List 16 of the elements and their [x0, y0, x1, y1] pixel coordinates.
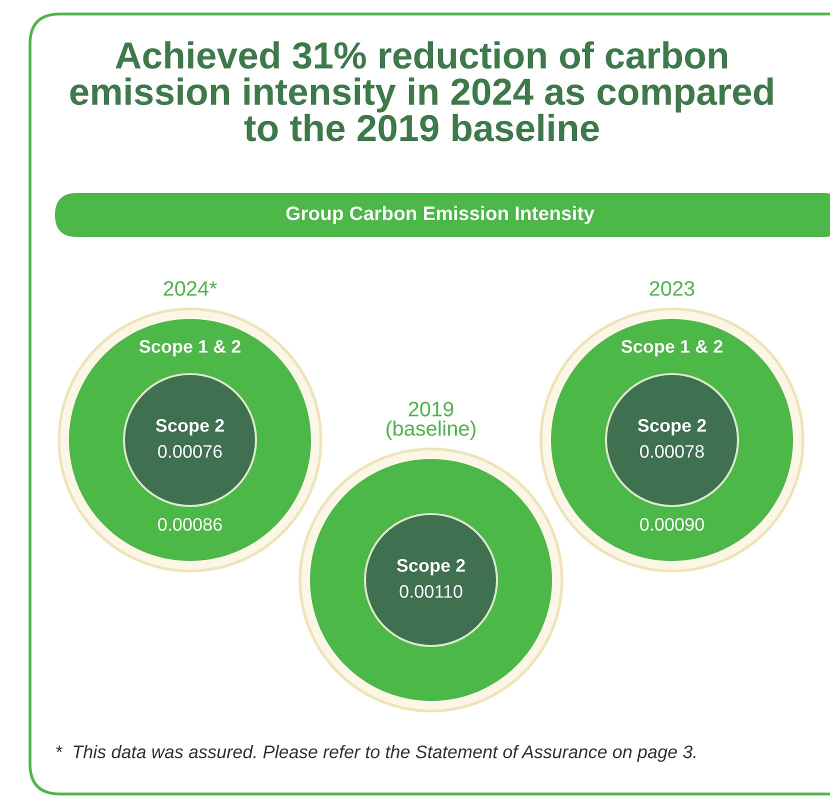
data-label: 0.00110	[400, 585, 462, 598]
series-label: Scope 1 & 2	[621, 340, 722, 356]
data-label: 0.00076	[158, 445, 222, 458]
text: Scope 2	[638, 419, 706, 436]
category-label: 2024*	[164, 281, 217, 296]
text: Achieved 31% reduction of carbon emission intensity in 2024 as compared to the 2019 baseline	[70, 41, 773, 142]
series-label: Scope 2	[396, 559, 465, 576]
category-label: 2019 (baseline)	[386, 402, 476, 440]
text: * This data was assured. Please refer to the Statement of Assurance on page 3.	[56, 745, 696, 762]
data-label: 0.00086	[158, 518, 222, 531]
data-label: 0.00090	[640, 518, 704, 531]
text: Scope 1 & 2	[139, 340, 240, 356]
category-label: 2023	[650, 281, 694, 296]
text: Group Carbon Emission Intensity	[286, 206, 594, 224]
data-label: 0.00078	[640, 445, 704, 458]
text: Scope 2	[156, 419, 224, 436]
